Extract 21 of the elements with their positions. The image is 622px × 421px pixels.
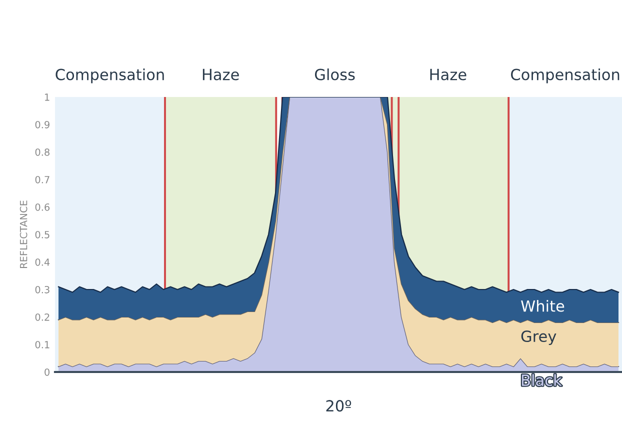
text: Compensation xyxy=(56,68,164,84)
y-tick-label: 0.4 xyxy=(35,258,50,266)
text: Haze xyxy=(430,68,466,80)
text: Haze xyxy=(202,68,239,80)
y-axis-title: REFLECTANCE xyxy=(20,200,28,268)
y-tick-label: 0.8 xyxy=(35,148,50,156)
y-tick-label: 0.7 xyxy=(35,176,50,184)
y-tick-label: 0.5 xyxy=(35,230,50,238)
text: Gloss xyxy=(315,68,355,80)
y-tick-label: 1 xyxy=(45,94,50,101)
text: Compensation xyxy=(511,68,620,84)
y-tick-label: 0 xyxy=(44,368,50,376)
y-tick-label: 0.1 xyxy=(35,340,50,348)
series-label: Black xyxy=(522,374,562,386)
y-tick-label: 0.9 xyxy=(35,120,50,128)
series-label: Grey xyxy=(521,330,556,346)
y-tick-label: 0.3 xyxy=(35,286,50,294)
x-axis-title: 20º xyxy=(326,400,352,412)
y-tick-label: 0.2 xyxy=(35,313,50,321)
y-tick-label: 0.6 xyxy=(35,203,50,211)
series-label: White xyxy=(521,300,564,312)
